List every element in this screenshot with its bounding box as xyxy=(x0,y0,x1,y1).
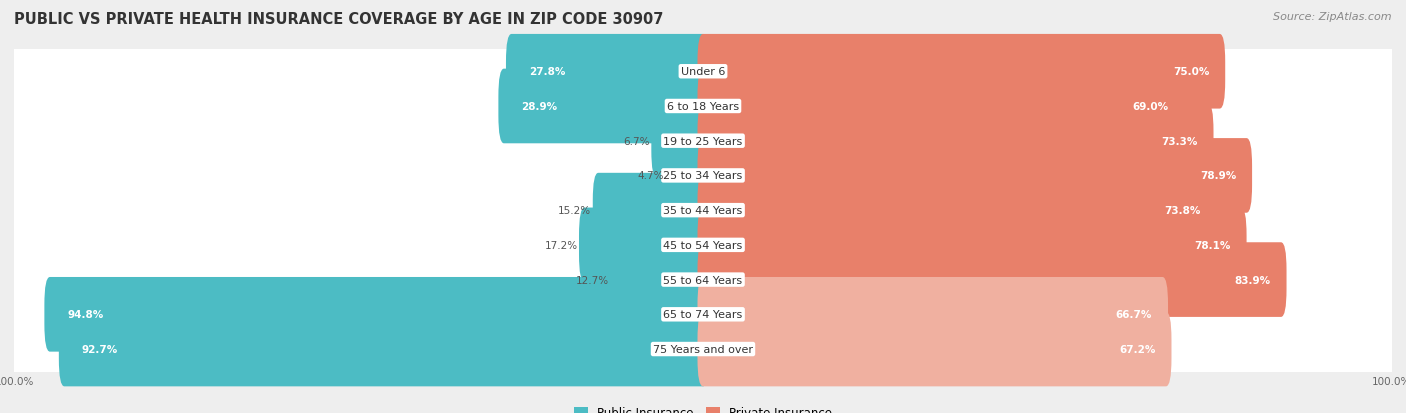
FancyBboxPatch shape xyxy=(8,81,1398,133)
FancyBboxPatch shape xyxy=(8,46,1398,98)
Text: 6 to 18 Years: 6 to 18 Years xyxy=(666,102,740,112)
FancyBboxPatch shape xyxy=(8,288,1398,341)
Text: 4.7%: 4.7% xyxy=(637,171,664,181)
FancyBboxPatch shape xyxy=(697,104,1213,178)
FancyBboxPatch shape xyxy=(8,45,1398,99)
FancyBboxPatch shape xyxy=(697,139,1253,213)
Text: 35 to 44 Years: 35 to 44 Years xyxy=(664,206,742,216)
FancyBboxPatch shape xyxy=(8,115,1398,168)
Text: PUBLIC VS PRIVATE HEALTH INSURANCE COVERAGE BY AGE IN ZIP CODE 30907: PUBLIC VS PRIVATE HEALTH INSURANCE COVER… xyxy=(14,12,664,27)
FancyBboxPatch shape xyxy=(8,323,1398,375)
FancyBboxPatch shape xyxy=(8,115,1398,167)
Text: 75.0%: 75.0% xyxy=(1173,67,1209,77)
Text: 94.8%: 94.8% xyxy=(67,310,104,320)
FancyBboxPatch shape xyxy=(8,80,1398,133)
Text: 65 to 74 Years: 65 to 74 Years xyxy=(664,310,742,320)
FancyBboxPatch shape xyxy=(579,208,709,282)
FancyBboxPatch shape xyxy=(697,277,1168,352)
Text: Under 6: Under 6 xyxy=(681,67,725,77)
Text: 67.2%: 67.2% xyxy=(1119,344,1156,354)
FancyBboxPatch shape xyxy=(506,35,709,109)
Text: 75 Years and over: 75 Years and over xyxy=(652,344,754,354)
Text: 55 to 64 Years: 55 to 64 Years xyxy=(664,275,742,285)
FancyBboxPatch shape xyxy=(651,104,709,178)
FancyBboxPatch shape xyxy=(8,150,1398,202)
FancyBboxPatch shape xyxy=(45,277,709,352)
Text: 73.3%: 73.3% xyxy=(1161,136,1198,146)
FancyBboxPatch shape xyxy=(59,312,709,387)
Text: 78.9%: 78.9% xyxy=(1199,171,1236,181)
Text: 69.0%: 69.0% xyxy=(1132,102,1168,112)
FancyBboxPatch shape xyxy=(697,208,1247,282)
FancyBboxPatch shape xyxy=(8,253,1398,306)
FancyBboxPatch shape xyxy=(697,69,1184,144)
Text: 66.7%: 66.7% xyxy=(1116,310,1152,320)
Text: 92.7%: 92.7% xyxy=(82,344,118,354)
FancyBboxPatch shape xyxy=(8,323,1398,376)
Text: 6.7%: 6.7% xyxy=(623,136,650,146)
Text: 25 to 34 Years: 25 to 34 Years xyxy=(664,171,742,181)
Text: 27.8%: 27.8% xyxy=(529,67,565,77)
Text: 28.9%: 28.9% xyxy=(522,102,557,112)
FancyBboxPatch shape xyxy=(697,35,1225,109)
Text: 73.8%: 73.8% xyxy=(1164,206,1201,216)
Text: Source: ZipAtlas.com: Source: ZipAtlas.com xyxy=(1274,12,1392,22)
Text: 17.2%: 17.2% xyxy=(544,240,578,250)
Text: 45 to 54 Years: 45 to 54 Years xyxy=(664,240,742,250)
FancyBboxPatch shape xyxy=(697,243,1286,317)
FancyBboxPatch shape xyxy=(593,173,709,248)
FancyBboxPatch shape xyxy=(697,312,1171,387)
FancyBboxPatch shape xyxy=(8,185,1398,237)
Text: 19 to 25 Years: 19 to 25 Years xyxy=(664,136,742,146)
FancyBboxPatch shape xyxy=(8,254,1398,306)
FancyBboxPatch shape xyxy=(498,69,709,144)
FancyBboxPatch shape xyxy=(8,219,1398,271)
FancyBboxPatch shape xyxy=(8,150,1398,203)
Text: 15.2%: 15.2% xyxy=(558,206,592,216)
FancyBboxPatch shape xyxy=(8,289,1398,341)
FancyBboxPatch shape xyxy=(665,139,709,213)
Text: 12.7%: 12.7% xyxy=(575,275,609,285)
FancyBboxPatch shape xyxy=(8,184,1398,237)
FancyBboxPatch shape xyxy=(610,243,709,317)
FancyBboxPatch shape xyxy=(697,173,1218,248)
Text: 78.1%: 78.1% xyxy=(1194,240,1230,250)
Text: 83.9%: 83.9% xyxy=(1234,275,1271,285)
Legend: Public Insurance, Private Insurance: Public Insurance, Private Insurance xyxy=(569,401,837,413)
FancyBboxPatch shape xyxy=(8,218,1398,272)
